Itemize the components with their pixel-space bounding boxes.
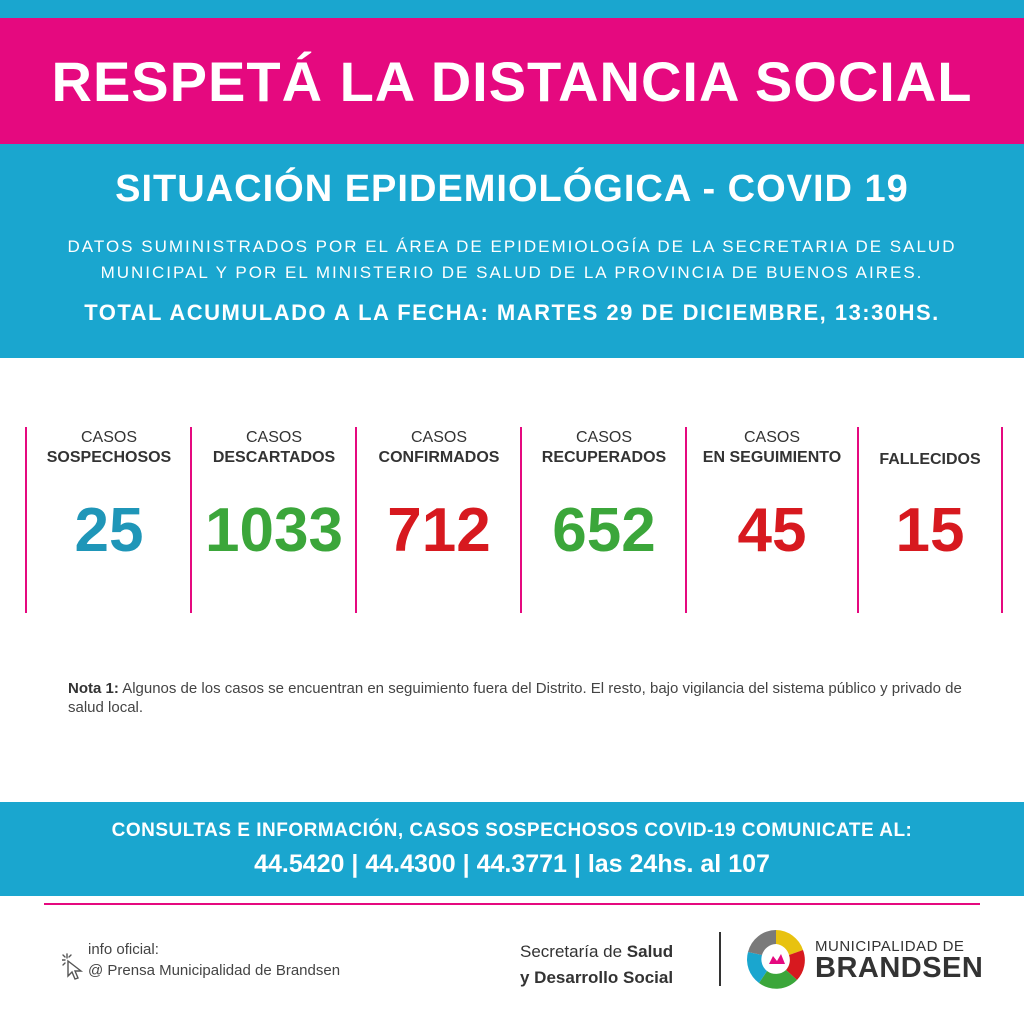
stat-label: FALLECIDOS: [879, 451, 981, 468]
stat-label: EN SEGUIMIENTO: [702, 449, 842, 466]
stat-label-top: CASOS: [743, 429, 800, 446]
municipality-label: MUNICIPALIDAD DE: [815, 938, 965, 955]
stat-label: DESCARTADOS: [212, 449, 336, 466]
stat-value: 25: [74, 496, 144, 565]
banner: RESPETÁ LA DISTANCIA SOCIAL: [0, 18, 1024, 144]
banner-title: RESPETÁ LA DISTANCIA SOCIAL: [51, 49, 973, 113]
stat-value: 15: [895, 496, 965, 565]
secretaria-text: Secretaría de Salud y Desarrollo Social: [520, 939, 673, 991]
stat-recuperados: CASOS RECUPERADOS 652: [520, 427, 686, 613]
contact-banner: CONSULTAS E INFORMACIÓN, CASOS SOSPECHOS…: [0, 802, 1024, 896]
header: SITUACIÓN EPIDEMIOLÓGICA - COVID 19 DATO…: [0, 144, 1024, 358]
note: Nota 1: Algunos de los casos se encuentr…: [68, 679, 968, 717]
stat-value: 712: [387, 496, 491, 565]
secretaria-prefix: Secretaría de: [520, 942, 623, 961]
stat-label: SOSPECHOSOS: [46, 449, 172, 466]
header-date: TOTAL ACUMULADO A LA FECHA: MARTES 29 DE…: [84, 300, 940, 325]
header-source-line2: MUNICIPAL Y POR EL MINISTERIO DE SALUD D…: [100, 263, 924, 282]
secretaria-bold1: Salud: [626, 942, 674, 961]
header-title: SITUACIÓN EPIDEMIOLÓGICA - COVID 19: [115, 168, 909, 210]
stat-label: CONFIRMADOS: [378, 449, 500, 466]
secretaria-bold2: y Desarrollo Social: [520, 968, 674, 987]
cursor-click-icon: [62, 953, 84, 980]
info-label: info oficial:: [88, 941, 159, 958]
stat-value: 652: [552, 496, 656, 565]
stat-confirmados: CASOS CONFIRMADOS 712: [355, 427, 521, 613]
stat-sospechosos: CASOS SOSPECHOSOS 25: [25, 427, 191, 613]
footer-vertical-divider: [719, 932, 721, 986]
stat-label: RECUPERADOS: [541, 449, 667, 466]
contact-heading: CONSULTAS E INFORMACIÓN, CASOS SOSPECHOS…: [111, 820, 913, 841]
info-handle: @ Prensa Municipalidad de Brandsen: [88, 962, 341, 979]
stat-label-top: CASOS: [245, 429, 302, 446]
note-label: Nota 1:: [68, 680, 119, 697]
stats-panel: CASOS SOSPECHOSOS 25 CASOS DESCARTADOS 1…: [25, 427, 1003, 613]
stat-fallecidos: FALLECIDOS 15: [857, 427, 1003, 613]
stat-value: 1033: [205, 496, 343, 565]
stat-seguimiento: CASOS EN SEGUIMIENTO 45: [685, 427, 857, 613]
contact-phones: 44.5420 | 44.4300 | 44.3771 | las 24hs. …: [254, 850, 770, 878]
brandsen-logo-icon: [747, 930, 805, 989]
header-source-line1: DATOS SUMINISTRADOS POR EL ÁREA DE EPIDE…: [67, 237, 957, 256]
stat-descartados: CASOS DESCARTADOS 1033: [190, 427, 356, 613]
top-strip: [0, 0, 1024, 18]
header-source: DATOS SUMINISTRADOS POR EL ÁREA DE EPIDE…: [40, 234, 984, 286]
stat-label-top: CASOS: [410, 429, 467, 446]
municipality-name: BRANDSEN: [815, 952, 984, 984]
note-text: Algunos de los casos se encuentran en se…: [68, 680, 962, 716]
stat-value: 45: [737, 496, 807, 565]
footer-divider: [44, 903, 980, 905]
stat-label-top: CASOS: [80, 429, 137, 446]
stat-label-top: CASOS: [575, 429, 632, 446]
